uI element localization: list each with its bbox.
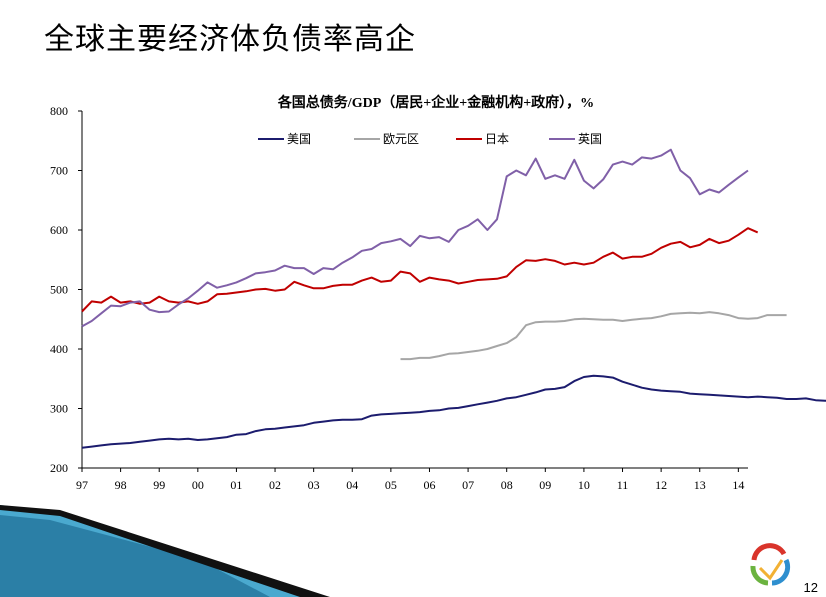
x-tick-label: 14 [732, 478, 744, 492]
x-tick-label: 10 [578, 478, 590, 492]
legend-label: 英国 [578, 132, 602, 146]
chart-title: 各国总债务/GDP（居民+企业+金融机构+政府），% [277, 94, 594, 111]
logo-arc [771, 558, 791, 586]
x-tick-label: 05 [385, 478, 397, 492]
y-tick-label: 200 [50, 461, 68, 475]
x-tick-label: 07 [462, 478, 474, 492]
logo-arc [758, 559, 784, 581]
x-tick-label: 04 [346, 478, 358, 492]
y-tick-label: 800 [50, 104, 68, 118]
series-line [81, 227, 759, 313]
x-tick-label: 02 [269, 478, 281, 492]
y-tick-label: 600 [50, 223, 68, 237]
series-line [400, 311, 787, 361]
logo-arc [751, 543, 787, 561]
legend-label: 美国 [287, 132, 311, 146]
company-logo [750, 543, 791, 586]
x-tick-label: 12 [655, 478, 667, 492]
x-tick-label: 06 [423, 478, 435, 492]
series-line [81, 374, 826, 449]
x-tick-label: 98 [115, 478, 127, 492]
slide-title: 全球主要经济体负债率高企 [44, 22, 416, 57]
legend-label: 欧元区 [383, 132, 419, 146]
corner-decoration [0, 505, 330, 597]
x-tick-label: 09 [539, 478, 551, 492]
x-tick-label: 01 [230, 478, 242, 492]
y-tick-label: 400 [50, 342, 68, 356]
x-tick-label: 08 [501, 478, 513, 492]
x-tick-label: 97 [76, 478, 88, 492]
page-number: 12 [803, 580, 818, 595]
y-tick-label: 700 [50, 164, 68, 178]
y-tick-label: 500 [50, 283, 68, 297]
x-tick-label: 99 [153, 478, 165, 492]
x-tick-label: 00 [192, 478, 204, 492]
corner-decoration [0, 515, 270, 597]
y-tick-label: 300 [50, 402, 68, 416]
x-tick-label: 11 [617, 478, 629, 492]
legend-label: 日本 [485, 132, 509, 146]
series-line [81, 148, 749, 328]
logo-arc [750, 565, 769, 586]
x-tick-label: 03 [308, 478, 320, 492]
x-tick-label: 13 [694, 478, 706, 492]
